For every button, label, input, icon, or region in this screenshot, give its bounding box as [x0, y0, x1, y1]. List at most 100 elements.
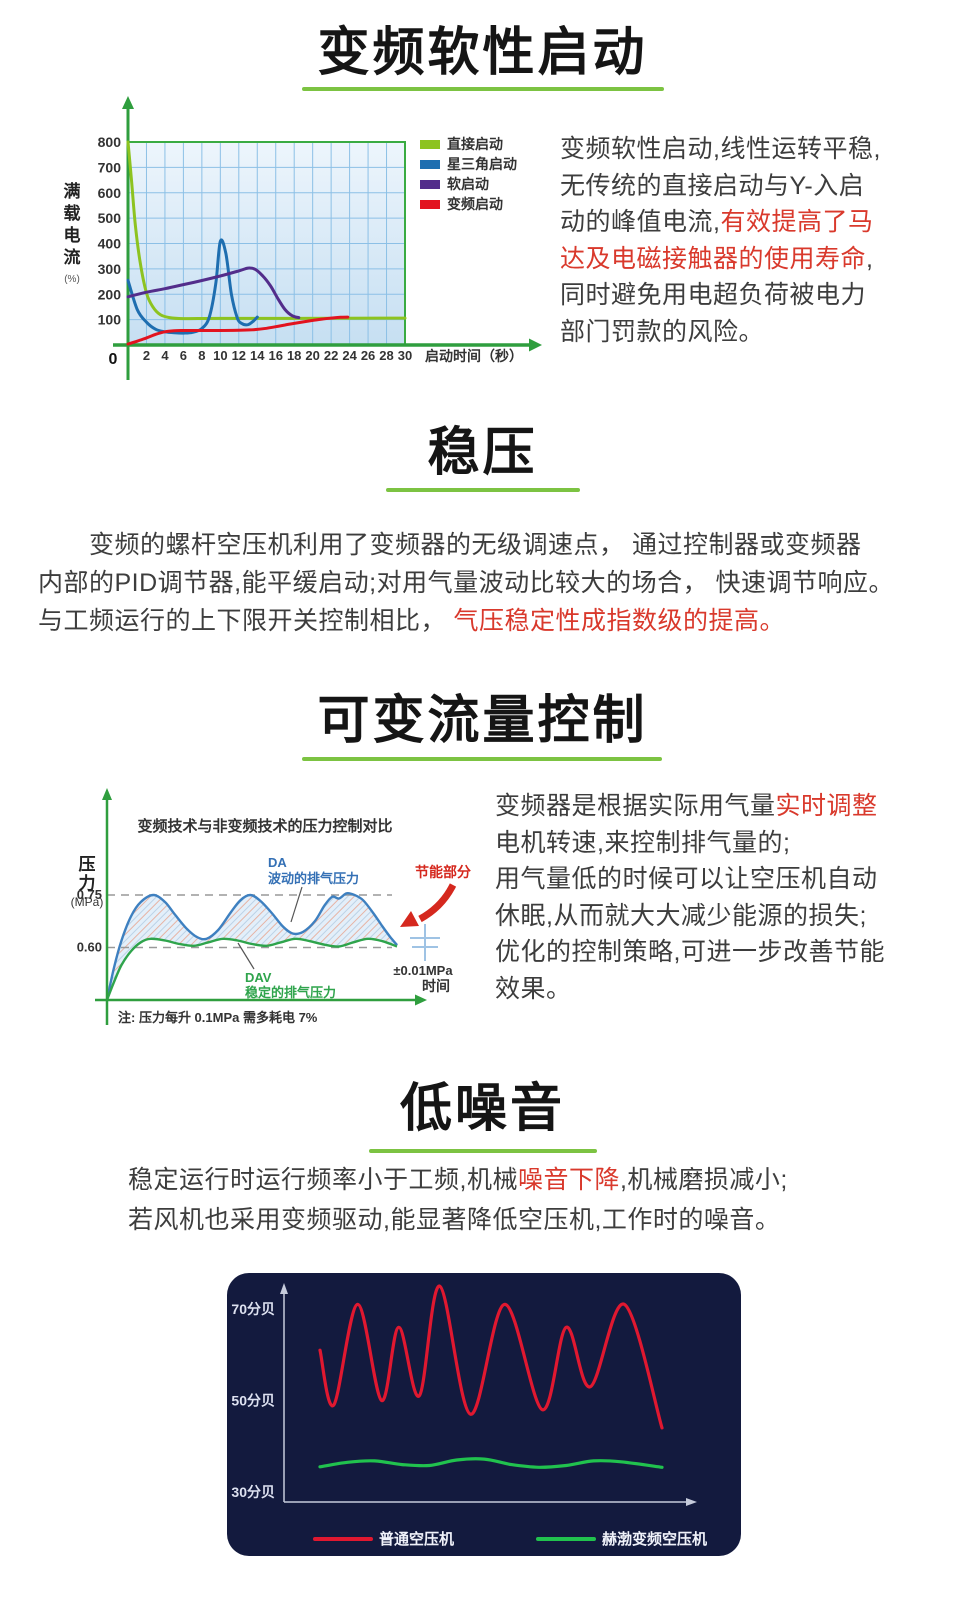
legend-item-3: 变频启动 [420, 196, 503, 212]
svg-text:直接启动: 直接启动 [447, 136, 503, 152]
svg-text:变频技术与非变频技术的压力控制对比: 变频技术与非变频技术的压力控制对比 [137, 817, 392, 835]
svg-text:20: 20 [305, 348, 319, 363]
svg-text:30分贝: 30分贝 [231, 1484, 275, 1500]
saving-arrow [418, 883, 457, 923]
saving-label: 节能部分 [415, 864, 471, 880]
body-text: 用气量低的时候可以让空压机自动 [495, 865, 878, 893]
body-text: 稳定运行时运行频率小于工频,机械 [128, 1166, 518, 1194]
svg-text:200: 200 [98, 286, 122, 302]
svg-text:28: 28 [379, 348, 393, 363]
low-noise-title: 低噪音 [399, 1080, 565, 1138]
da-curve [105, 891, 398, 1001]
noise-legend-item-0: 普通空压机 [313, 1530, 454, 1548]
svg-text:2: 2 [143, 348, 150, 363]
svg-text:(MPa): (MPa) [71, 895, 104, 909]
flow-control-title-underline [302, 757, 662, 761]
svg-text:22: 22 [324, 348, 338, 363]
body-text: 变频的螺杆空压机利用了变频器的无级调速点， 通过控制器或变频器 [38, 531, 862, 559]
svg-text:启动时间（秒）: 启动时间（秒） [425, 348, 523, 364]
svg-text:14: 14 [250, 348, 265, 363]
svg-text:26: 26 [361, 348, 375, 363]
svg-text:(%): (%) [64, 274, 80, 285]
noise-curve-0 [318, 1284, 664, 1430]
svg-text:600: 600 [98, 185, 122, 201]
stable-pressure-paragraph: 变频的螺杆空压机利用了变频器的无级调速点， 通过控制器或变频器内部的PID调节器… [38, 526, 938, 640]
svg-text:70分贝: 70分贝 [231, 1301, 275, 1317]
highlighted-text: 有效提高了马 [720, 208, 874, 236]
body-text: 优化的控制策略,可进一步改善节能 [495, 938, 885, 966]
svg-text:300: 300 [98, 261, 122, 277]
svg-text:10: 10 [213, 348, 227, 363]
svg-text:4: 4 [161, 348, 169, 363]
body-text: 无传统的直接启动与Y-入启 [560, 171, 865, 200]
svg-text:50分贝: 50分贝 [231, 1393, 275, 1409]
svg-text:星三角启动: 星三角启动 [447, 156, 517, 172]
legend-item-2: 软启动 [420, 176, 489, 192]
soft-start-title-underline [302, 87, 664, 91]
noise-legend-item-1: 赫渤变频空压机 [536, 1530, 707, 1548]
flow-control-paragraph: 变频器是根据实际用气量实时调整电机转速,来控制排气量的; 用气量低的时候可以让空压… [495, 788, 920, 1007]
tolerance-label: ±0.01MPa [393, 963, 453, 978]
soft-start-paragraph: 变频软性启动,线性运转平稳, 无传统的直接启动与Y-入启 动的峰值电流,有效提高了马… [560, 131, 952, 350]
body-text: 同时避免用电超负荷被电力 [560, 281, 867, 309]
legend-item-0: 直接启动 [420, 136, 503, 152]
stable-pressure-title-underline [386, 488, 580, 492]
body-text: 变频器是根据实际用气量 [495, 792, 776, 820]
svg-text:500: 500 [98, 210, 122, 226]
svg-text:18: 18 [287, 348, 301, 363]
highlighted-text: 气压稳定性成指数级的提高。 [453, 607, 785, 635]
svg-text:波动的排气压力: 波动的排气压力 [268, 871, 359, 886]
body-text: , [866, 244, 874, 273]
highlighted-text: 实时调整 [775, 792, 878, 820]
svg-text:满载电流: 满载电流 [64, 181, 81, 267]
flow-control-title: 可变流量控制 [317, 692, 648, 750]
svg-text:700: 700 [98, 159, 122, 175]
svg-text:16: 16 [268, 348, 282, 363]
curve-series-3 [126, 315, 350, 346]
body-text: ,机械磨损减小; [619, 1166, 788, 1194]
body-text: 内部的PID调节器,能平缓启动;对用气量波动比较大的场合， 快速调节响应。 [38, 569, 895, 597]
curve-series-1 [126, 238, 259, 335]
svg-text:压力: 压力 [79, 855, 96, 893]
svg-text:变频启动: 变频启动 [447, 196, 503, 212]
da-label: DA [268, 855, 287, 870]
time-axis-label: 时间 [422, 978, 450, 994]
noise-curve-1 [318, 1457, 664, 1469]
body-text: 电机转速,来控制排气量的; [495, 828, 791, 857]
body-text: 与工频运行的上下限开关控制相比， [38, 607, 454, 635]
svg-text:稳定的排气压力: 稳定的排气压力 [245, 985, 336, 1000]
svg-text:24: 24 [342, 348, 357, 363]
legend-item-1: 星三角启动 [420, 156, 517, 172]
stable-pressure-title: 稳压 [427, 424, 538, 482]
body-text: 部门罚款的风险。 [560, 317, 765, 346]
curve-series-0 [126, 140, 407, 321]
soft-start-title: 变频软性启动 [317, 24, 648, 82]
svg-text:软启动: 软启动 [447, 176, 489, 192]
body-text: 动的峰值电流, [560, 208, 721, 236]
svg-text:0.60: 0.60 [77, 940, 102, 955]
body-text: 效果。 [495, 974, 572, 1003]
svg-text:100: 100 [98, 312, 122, 328]
body-text: 若风机也采用变频驱动,能显著降低空压机,工作时的噪音。 [128, 1206, 781, 1234]
body-text: 休眠,从而就大大减少能源的损失; [495, 901, 867, 930]
chart-note: 注: 压力每升 0.1MPa 需多耗电 7% [118, 1010, 318, 1025]
low-noise-title-underline [369, 1149, 597, 1153]
low-noise-paragraph: 稳定运行时运行频率小于工频,机械噪音下降,机械磨损减小; 若风机也采用变频驱动,能… [128, 1160, 873, 1240]
highlighted-text: 噪音下降 [517, 1166, 620, 1194]
svg-text:400: 400 [98, 236, 122, 252]
svg-text:800: 800 [98, 134, 122, 150]
curve-series-2 [126, 266, 301, 320]
dav-label: DAV [245, 970, 272, 985]
dav-curve [105, 937, 398, 1001]
svg-text:0: 0 [109, 351, 118, 368]
noise-panel [227, 1273, 741, 1556]
highlighted-text: 达及电磁接触器的使用寿命 [560, 244, 867, 273]
svg-text:30: 30 [398, 348, 412, 363]
svg-text:8: 8 [198, 348, 205, 363]
svg-text:12: 12 [232, 348, 246, 363]
svg-text:6: 6 [180, 348, 187, 363]
